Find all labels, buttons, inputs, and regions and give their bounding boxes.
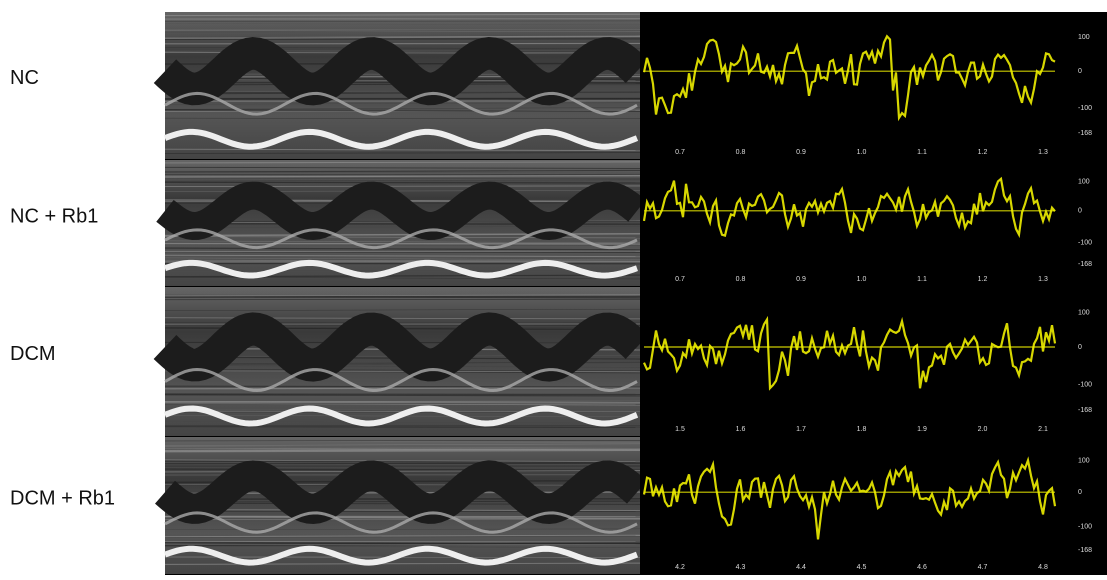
x-tick-label: 1.5 bbox=[675, 426, 685, 433]
y-tick-label: 0 bbox=[1078, 489, 1082, 496]
x-tick-label: 1.6 bbox=[736, 426, 746, 433]
x-tick-label: 0.7 bbox=[675, 276, 685, 283]
x-tick-label: 1.1 bbox=[917, 276, 927, 283]
x-tick-label: 4.5 bbox=[857, 564, 867, 571]
row-label: NC bbox=[10, 67, 39, 89]
y-tick-label: -168 bbox=[1078, 547, 1092, 554]
y-tick-label: 100 bbox=[1078, 309, 1090, 316]
x-tick-label: 1.3 bbox=[1038, 276, 1048, 283]
strain-panel bbox=[640, 287, 1107, 437]
x-tick-label: 2.1 bbox=[1038, 426, 1048, 433]
row-label: DCM + Rb1 bbox=[10, 487, 115, 509]
y-tick-label: -100 bbox=[1078, 239, 1092, 246]
x-tick-label: 1.7 bbox=[796, 426, 806, 433]
x-tick-label: 4.3 bbox=[736, 564, 746, 571]
y-tick-label: 100 bbox=[1078, 457, 1090, 464]
x-tick-label: 1.8 bbox=[857, 426, 867, 433]
x-tick-label: 4.2 bbox=[675, 564, 685, 571]
y-tick-label: -100 bbox=[1078, 524, 1092, 531]
y-tick-label: 0 bbox=[1078, 344, 1082, 351]
strain-panel bbox=[640, 437, 1107, 575]
x-tick-label: 2.0 bbox=[978, 426, 988, 433]
y-tick-label: -168 bbox=[1078, 407, 1092, 414]
x-tick-label: 1.2 bbox=[978, 276, 988, 283]
x-tick-label: 0.9 bbox=[796, 149, 806, 156]
x-tick-label: 1.9 bbox=[917, 426, 927, 433]
y-tick-label: -100 bbox=[1078, 105, 1092, 112]
x-tick-label: 1.2 bbox=[978, 149, 988, 156]
y-tick-label: 100 bbox=[1078, 178, 1090, 185]
strain-panel bbox=[640, 12, 1107, 160]
y-tick-label: -168 bbox=[1078, 130, 1092, 137]
x-tick-label: 1.3 bbox=[1038, 149, 1048, 156]
x-tick-label: 1.0 bbox=[857, 149, 867, 156]
x-tick-label: 1.0 bbox=[857, 276, 867, 283]
y-tick-label: 100 bbox=[1078, 34, 1090, 41]
y-tick-label: 0 bbox=[1078, 68, 1082, 75]
x-tick-label: 0.9 bbox=[796, 276, 806, 283]
x-tick-label: 4.4 bbox=[796, 564, 806, 571]
row-label: DCM bbox=[10, 343, 56, 365]
y-tick-label: -100 bbox=[1078, 381, 1092, 388]
row-label: NC + Rb1 bbox=[10, 205, 98, 227]
y-tick-label: -168 bbox=[1078, 261, 1092, 268]
x-tick-label: 4.8 bbox=[1038, 564, 1048, 571]
x-tick-label: 4.6 bbox=[917, 564, 927, 571]
y-tick-label: 0 bbox=[1078, 208, 1082, 215]
x-tick-label: 1.1 bbox=[917, 149, 927, 156]
texture bbox=[165, 182, 640, 183]
texture bbox=[165, 402, 640, 403]
x-tick-label: 0.8 bbox=[736, 276, 746, 283]
x-tick-label: 4.7 bbox=[978, 564, 988, 571]
x-tick-label: 0.7 bbox=[675, 149, 685, 156]
x-tick-label: 0.8 bbox=[736, 149, 746, 156]
